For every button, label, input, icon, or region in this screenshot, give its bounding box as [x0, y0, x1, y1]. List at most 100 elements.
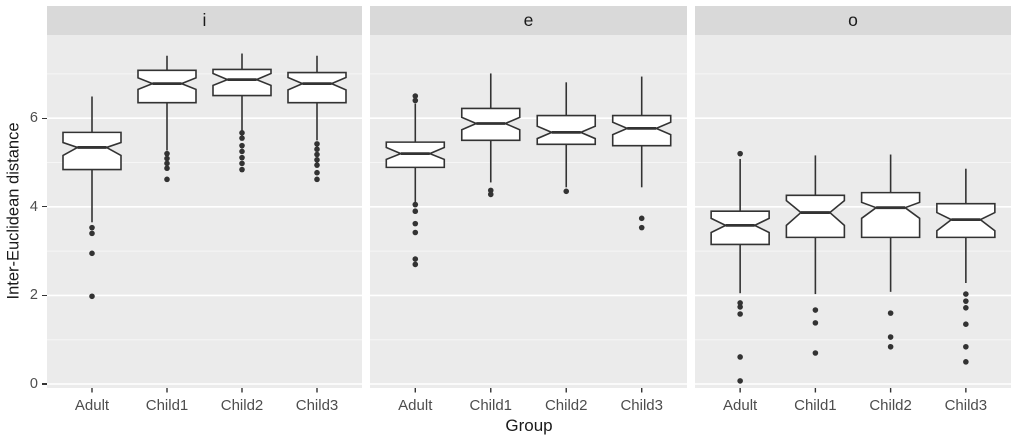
outlier-point	[239, 166, 245, 173]
outlier-point	[314, 141, 320, 147]
y-axis-tick	[42, 383, 47, 385]
x-axis-label-Child1: Child1	[469, 397, 513, 414]
notched-box	[62, 131, 122, 171]
outlier-point	[412, 201, 419, 208]
x-axis-label-Child2: Child2	[544, 397, 588, 414]
boxplot-e-Adult	[385, 93, 446, 268]
panel-plot-area-o	[695, 35, 1011, 393]
x-axis-label-Child1: Child1	[794, 397, 837, 414]
outlier-point	[239, 148, 245, 155]
outlier-point	[963, 305, 969, 311]
y-axis-tick-label: 0	[29, 376, 38, 392]
outlier-point	[89, 250, 95, 257]
outlier-point	[638, 224, 645, 231]
x-axis-title: Group	[505, 416, 553, 435]
boxplot-o-Child1	[785, 155, 846, 356]
outlier-point	[314, 162, 320, 168]
outlier-point	[737, 354, 743, 360]
outlier-point	[164, 150, 170, 157]
notched-box	[137, 69, 197, 104]
x-axis-label-Adult: Adult	[398, 397, 433, 414]
outlier-point	[89, 293, 95, 300]
outlier-point	[963, 321, 969, 327]
outlier-point	[963, 291, 969, 297]
outlier-point	[412, 261, 419, 268]
x-axis-label-Child3: Child3	[295, 397, 339, 414]
boxplot-o-Child2	[860, 154, 921, 350]
facet-strip-label: o	[695, 6, 1011, 35]
outlier-point	[887, 343, 894, 350]
outlier-point	[737, 304, 743, 310]
y-axis-tick	[42, 294, 47, 297]
outlier-point	[887, 310, 894, 316]
x-axis-label-Adult: Adult	[723, 397, 758, 414]
boxplot-e-Child1	[460, 73, 521, 198]
boxplot-i-Child2	[212, 53, 272, 173]
outlier-point	[164, 176, 170, 183]
outlier-point	[412, 208, 419, 215]
y-axis-tick	[42, 206, 47, 208]
x-axis-label-Child3: Child3	[944, 397, 988, 414]
notched-box	[287, 71, 347, 104]
facet-panel-o: o Adult Child1 Child2 Child3	[695, 6, 1011, 414]
outlier-point	[963, 298, 969, 304]
y-axis-tick-label: 2	[29, 287, 38, 304]
outlier-point	[737, 311, 743, 317]
x-axis-label-Child2: Child2	[220, 397, 264, 414]
facet-strip-label: i	[47, 6, 362, 35]
outlier-point	[239, 154, 245, 161]
boxplot-i-Adult	[62, 96, 122, 300]
outlier-point	[164, 155, 170, 162]
outlier-point	[314, 169, 320, 176]
x-axis-label-Child2: Child2	[869, 397, 912, 414]
outlier-point	[164, 160, 170, 167]
outlier-point	[487, 191, 494, 198]
outlier-point	[89, 224, 95, 231]
outlier-point	[812, 350, 819, 356]
outlier-point	[963, 343, 969, 350]
y-axis-tick-label: 4	[29, 198, 38, 215]
panel-plot-area-i	[47, 35, 362, 393]
outlier-point	[164, 165, 170, 172]
facet-strip-label: e	[370, 6, 687, 35]
outlier-point	[812, 320, 819, 326]
outlier-point	[412, 229, 419, 236]
outlier-point	[412, 93, 419, 99]
notched-box	[212, 68, 272, 97]
outlier-point	[314, 146, 320, 153]
outlier-point	[239, 160, 245, 167]
notched-box	[860, 191, 921, 239]
outlier-point	[563, 188, 570, 195]
panel-background	[370, 35, 687, 388]
outlier-point	[412, 97, 419, 104]
notched-box	[710, 210, 770, 246]
x-axis-label-Child3: Child3	[620, 397, 663, 414]
outlier-point	[487, 187, 494, 194]
outlier-point	[239, 142, 245, 149]
outlier-point	[239, 135, 245, 141]
boxplot-i-Child3	[287, 55, 347, 183]
x-axis-label-Child1: Child1	[145, 397, 189, 414]
outlier-point	[314, 176, 320, 183]
outlier-point	[737, 378, 743, 384]
y-axis-tick	[42, 117, 47, 119]
facet-panel-e: e Adult Child1 Child2 Child3	[370, 6, 687, 414]
boxplot-o-Child3	[936, 168, 996, 365]
outlier-point	[737, 300, 743, 306]
outlier-point	[737, 150, 743, 157]
x-axis-label-Adult: Adult	[74, 397, 110, 414]
facet-panel-i: i Adult Child1 Child2 Child3	[47, 6, 362, 414]
y-axis-tick-label: 6	[29, 110, 38, 127]
boxplot-o-Adult	[710, 150, 770, 384]
outlier-point	[812, 307, 819, 313]
outlier-point	[963, 359, 969, 365]
boxplot-e-Child2	[536, 82, 597, 195]
outlier-point	[89, 230, 95, 237]
outlier-point	[239, 130, 245, 136]
outlier-point	[412, 256, 419, 262]
outlier-point	[887, 334, 894, 340]
outlier-point	[314, 151, 320, 158]
notched-box	[611, 114, 672, 147]
notched-box	[785, 194, 846, 239]
